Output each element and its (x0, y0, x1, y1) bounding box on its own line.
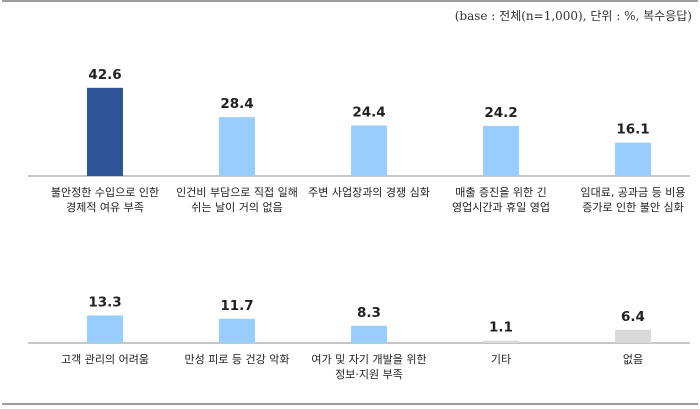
bar (483, 125, 519, 176)
category-label: 불안정한 수입으로 인한 (51, 186, 159, 199)
category-label: 경제적 여유 부족 (66, 201, 144, 214)
bar (615, 329, 651, 343)
bar (87, 87, 123, 176)
category-label: 영업시간과 휴일 영업 (452, 200, 550, 214)
bar (483, 340, 519, 343)
bar (87, 315, 123, 343)
chart-row-2: 13.3 고객 관리의 어려움 11.7 만성 피로 등 건강 악화 8.3 여가 및 자… (28, 294, 690, 381)
category-label: 기타 (491, 353, 511, 366)
category-label: 없음 (623, 353, 643, 366)
bar (351, 325, 387, 343)
category-label: 주변 사업장과의 경쟁 심화 (308, 186, 430, 199)
value-label: 24.2 (484, 105, 517, 121)
value-label: 24.4 (352, 104, 385, 120)
category-label: 만성 피로 등 건강 악화 (184, 353, 289, 366)
bar (615, 142, 651, 176)
category-label: 고객 관리의 어려움 (61, 353, 149, 366)
bar (219, 318, 255, 343)
category-label: 여가 및 자기 개발을 위한 (311, 353, 426, 366)
value-label: 42.6 (88, 67, 121, 83)
value-label: 1.1 (489, 320, 513, 336)
category-label: 쉬는 날이 거의 없음 (191, 201, 282, 214)
value-label: 6.4 (621, 309, 645, 325)
value-label: 13.3 (88, 294, 121, 310)
value-label: 28.4 (220, 96, 253, 112)
category-label: 정보·지원 부족 (335, 368, 403, 381)
category-label: 임대료, 공과금 등 비용 (580, 186, 685, 199)
value-label: 11.7 (220, 298, 253, 314)
value-label: 16.1 (616, 122, 649, 138)
category-label: 매출 증진을 위한 긴 (455, 186, 546, 199)
bar (219, 117, 255, 176)
category-label: 증가로 인한 불안 심화 (582, 201, 684, 214)
category-label: 인건비 부담으로 직접 일해 (176, 185, 298, 199)
bar (351, 125, 387, 176)
value-label: 8.3 (357, 305, 381, 321)
base-note: (base : 전체(n=1,000), 단위 : %, 복수응답) (455, 9, 692, 23)
